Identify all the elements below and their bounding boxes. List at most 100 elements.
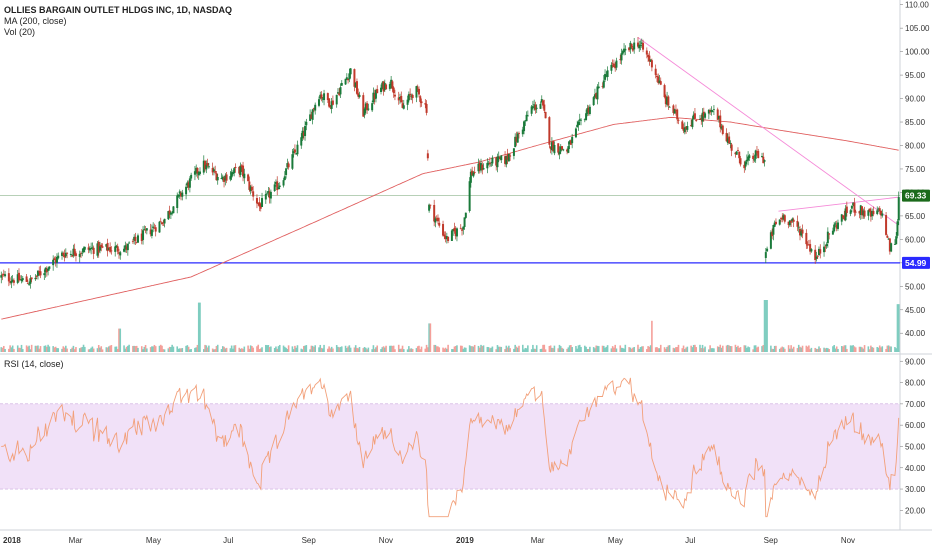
volume-bar <box>146 348 148 352</box>
volume-bar <box>586 349 589 352</box>
candle-body <box>319 94 322 99</box>
candle-body <box>11 279 14 282</box>
candle-body <box>717 115 720 119</box>
volume-bar <box>487 347 490 352</box>
volume-bar <box>819 348 822 352</box>
volume-bar <box>223 346 225 352</box>
volume-bar <box>552 348 554 352</box>
volume-bar <box>71 347 73 352</box>
candle-body <box>712 109 715 111</box>
candle-body <box>233 168 236 174</box>
candle-body <box>78 253 81 257</box>
candle-body <box>159 221 162 223</box>
candle-body <box>185 186 188 195</box>
volume-bar <box>278 344 281 352</box>
candle-body <box>55 256 58 263</box>
volume-bar <box>248 348 251 352</box>
volume-bar <box>389 345 391 352</box>
volume-bar <box>682 345 685 352</box>
volume-bar <box>433 344 435 352</box>
candle-body <box>602 80 605 88</box>
price-tick-label: 95.00 <box>905 71 926 80</box>
candle-body <box>869 210 872 217</box>
volume-bar <box>734 344 737 352</box>
candle-body <box>349 68 352 75</box>
volume-bar <box>167 348 170 352</box>
candle-body <box>267 191 270 193</box>
candle-body <box>353 69 356 87</box>
volume-bar <box>162 349 165 352</box>
candle-body <box>107 248 110 250</box>
candle-body <box>354 82 357 88</box>
volume-bar <box>47 344 49 352</box>
price-tick-label: 45.00 <box>905 306 926 315</box>
candle-body <box>739 158 742 165</box>
candle-body <box>64 252 67 257</box>
candle-body <box>142 230 145 240</box>
volume-bar <box>425 344 428 352</box>
volume-bar <box>692 344 695 352</box>
candle-body <box>187 182 190 188</box>
candle-body <box>311 109 314 120</box>
time-tick-label: Nov <box>379 536 393 545</box>
candle-body <box>320 94 323 99</box>
candle-body <box>729 143 732 144</box>
candle-body <box>876 210 879 214</box>
volume-bar <box>101 349 104 352</box>
candle-body <box>461 229 464 231</box>
candle-body <box>238 166 241 174</box>
candle-body <box>850 205 853 209</box>
candle-body <box>207 166 210 168</box>
candle-body <box>840 214 843 222</box>
volume-bar <box>137 347 139 352</box>
volume-bar <box>561 347 563 352</box>
volume-bar <box>344 345 347 352</box>
volume-bar <box>9 345 11 352</box>
volume-bar <box>718 346 720 352</box>
volume-bar <box>48 346 51 352</box>
candle-body <box>88 248 91 251</box>
candle-body <box>826 231 829 244</box>
candle-body <box>338 92 341 96</box>
volume-bar <box>314 345 316 352</box>
candle-body <box>119 252 122 256</box>
candle-body <box>772 224 775 235</box>
candle-body <box>540 99 543 103</box>
volume-bar <box>267 345 270 352</box>
volume-bar <box>816 348 819 352</box>
ma200-line <box>1 117 899 320</box>
volume-bar <box>39 346 42 352</box>
candle-body <box>574 128 577 138</box>
candle-body <box>364 103 367 110</box>
volume-bar <box>419 349 422 352</box>
candle-body <box>782 215 785 220</box>
candle-body <box>291 154 294 169</box>
volume-bar <box>577 345 580 352</box>
candle-body <box>836 222 839 229</box>
volume-bar <box>756 347 758 352</box>
price-tick-label: 90.00 <box>905 95 926 104</box>
volume-bar <box>878 345 881 352</box>
volume-bar <box>757 346 760 352</box>
volume-bar <box>205 345 208 352</box>
volume-bar <box>30 344 33 352</box>
candle-body <box>854 211 857 213</box>
volume-bar <box>365 347 367 352</box>
volume-bar <box>78 348 81 352</box>
candle-body <box>277 187 280 190</box>
candle-body <box>443 234 446 237</box>
volume-bar <box>880 347 882 352</box>
volume-bar <box>851 345 853 352</box>
volume-bar <box>614 344 616 352</box>
candle-body <box>487 163 490 165</box>
candle-body <box>796 220 799 227</box>
volume-bar <box>323 344 325 352</box>
volume-bar <box>711 348 714 352</box>
candle-body <box>106 242 109 252</box>
candle-body <box>411 94 414 99</box>
volume-bar <box>87 349 90 352</box>
candle-body <box>196 167 199 174</box>
candle-body <box>505 155 508 165</box>
volume-bar <box>481 346 484 352</box>
